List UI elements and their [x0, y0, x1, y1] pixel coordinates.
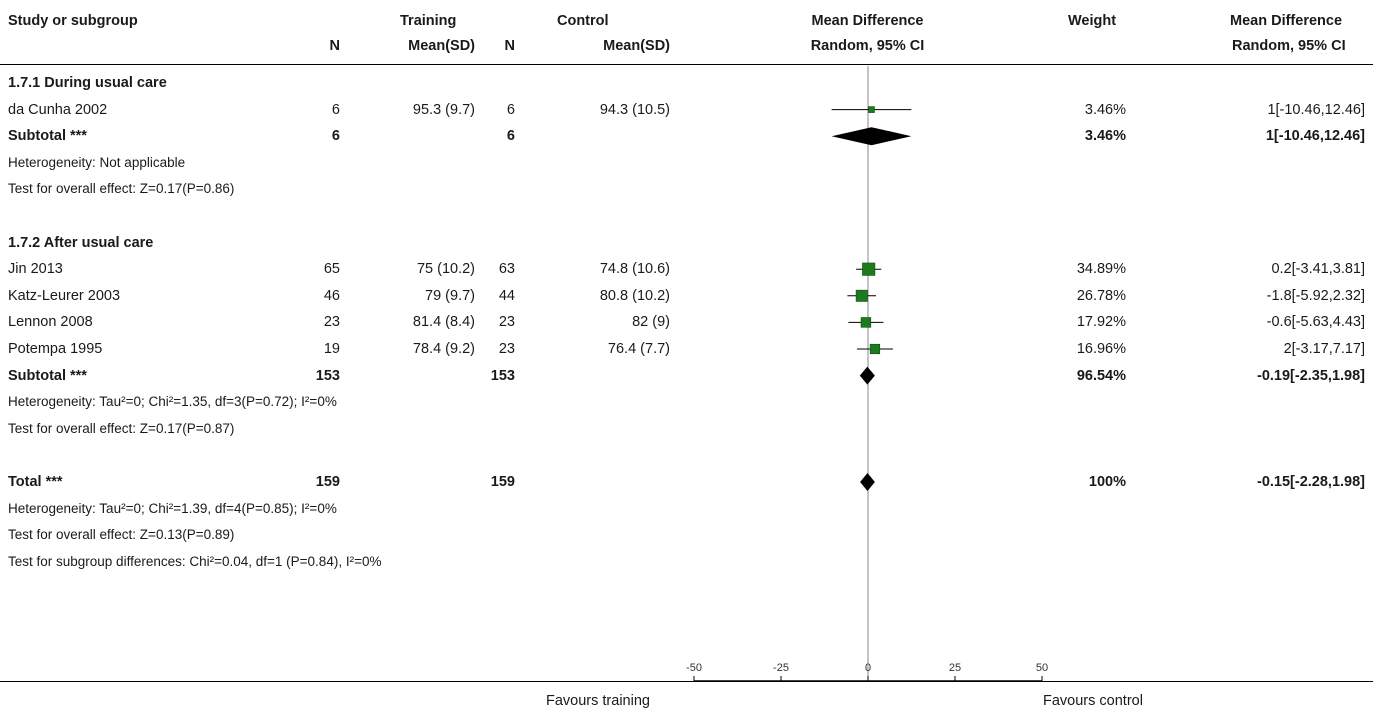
col-header-training-meansd: Mean(SD): [408, 38, 475, 54]
x-tick-label: 50: [1036, 662, 1048, 674]
study-marker: [855, 289, 868, 302]
row-label: Total ***: [8, 474, 63, 490]
pooled-diamond: [859, 366, 875, 385]
weight-value: 34.89%: [1076, 261, 1126, 278]
subgroup-heading: 1.7.1 During usual care: [8, 75, 167, 91]
statistics-note: Test for overall effect: Z=0.17(P=0.87): [8, 420, 235, 436]
training-n: 65: [323, 261, 340, 278]
x-tick-label: 0: [865, 662, 871, 674]
control-n: 23: [498, 314, 515, 331]
col-header-mean-difference: Mean Difference: [811, 13, 924, 29]
row-label: Katz-Leurer 2003: [8, 287, 121, 304]
study-marker: [869, 343, 881, 355]
statistics-note: Heterogeneity: Tau²=0; Chi²=1.35, df=3(P…: [8, 394, 337, 410]
statistics-note: Test for overall effect: Z=0.17(P=0.86): [8, 181, 235, 197]
control-meansd: 80.8 (10.2): [599, 287, 670, 304]
statistics-note: Test for subgroup differences: Chi²=0.04…: [8, 553, 382, 569]
col-header-control-meansd: Mean(SD): [603, 38, 670, 54]
ci-value: 1[-10.46,12.46]: [1265, 128, 1365, 145]
ci-value: 2[-3.17,7.17]: [1283, 341, 1365, 357]
control-meansd: 76.4 (7.7): [607, 341, 670, 357]
header-divider: [0, 64, 1373, 65]
x-tick-label: -25: [773, 662, 789, 674]
training-n: 23: [323, 314, 340, 331]
statistics-note: Heterogeneity: Not applicable: [8, 154, 186, 170]
training-n: 159: [315, 474, 340, 490]
col-header-training-n: N: [329, 38, 340, 54]
weight-value: 3.46%: [1084, 101, 1126, 118]
favours-left-label: Favours training: [546, 693, 650, 709]
training-meansd: 79 (9.7): [425, 287, 475, 304]
training-meansd: 75 (10.2): [416, 261, 475, 278]
weight-value: 96.54%: [1076, 367, 1126, 384]
ci-value: -0.19[-2.35,1.98]: [1256, 367, 1365, 384]
statistics-note: Heterogeneity: Tau²=0; Chi²=1.39, df=4(P…: [8, 500, 337, 516]
study-marker: [862, 262, 876, 276]
pooled-diamond: [860, 473, 875, 491]
weight-value: 17.92%: [1076, 314, 1126, 331]
control-meansd: 82 (9): [632, 314, 670, 331]
weight-value: 3.46%: [1084, 128, 1126, 145]
study-marker: [860, 317, 872, 328]
ci-value: -0.6[-5.63,4.43]: [1266, 314, 1365, 331]
control-n: 159: [490, 474, 515, 490]
subgroup-heading: 1.7.2 After usual care: [8, 234, 154, 251]
training-n: 6: [331, 101, 340, 118]
row-label: Subtotal ***: [8, 128, 87, 145]
control-n: 44: [498, 287, 515, 304]
weight-value: 26.78%: [1076, 287, 1126, 304]
weight-value: 100%: [1088, 474, 1126, 490]
row-label: da Cunha 2002: [8, 101, 108, 118]
col-header-training: Training: [400, 13, 457, 29]
control-n: 6: [506, 101, 515, 118]
x-tick-label: -50: [686, 662, 702, 674]
control-n: 63: [498, 261, 515, 278]
x-tick-label: 25: [949, 662, 961, 674]
control-n: 23: [498, 341, 515, 357]
row-label: Potempa 1995: [8, 341, 103, 357]
training-n: 6: [331, 128, 340, 145]
statistics-note: Test for overall effect: Z=0.13(P=0.89): [8, 527, 235, 543]
col-header-control: Control: [557, 13, 609, 29]
col-header-ci: Random, 95% CI: [810, 38, 925, 54]
favours-right-label: Favours control: [1043, 693, 1143, 709]
training-n: 19: [323, 341, 340, 357]
col-header-control-n: N: [504, 38, 515, 54]
ci-value: -1.8[-5.92,2.32]: [1266, 287, 1365, 304]
ci-value: 1[-10.46,12.46]: [1267, 101, 1365, 118]
ci-value: 0.2[-3.41,3.81]: [1271, 261, 1365, 278]
row-label: Lennon 2008: [8, 314, 93, 331]
ci-value: -0.15[-2.28,1.98]: [1256, 474, 1365, 490]
control-n: 6: [506, 128, 515, 145]
footer-divider: [0, 681, 1373, 682]
row-label: Jin 2013: [8, 261, 63, 278]
training-meansd: 95.3 (9.7): [412, 101, 475, 118]
col-header-ci-right: Random, 95% CI: [1232, 38, 1346, 54]
training-n: 153: [315, 367, 340, 384]
row-label: Subtotal ***: [8, 367, 87, 384]
control-meansd: 94.3 (10.5): [599, 101, 670, 118]
control-n: 153: [490, 367, 515, 384]
pooled-diamond: [831, 127, 912, 146]
col-header-mean-difference-right: Mean Difference: [1230, 13, 1343, 29]
training-meansd: 81.4 (8.4): [412, 314, 475, 331]
study-marker: [868, 106, 875, 113]
col-header-study: Study or subgroup: [8, 13, 138, 29]
training-n: 46: [323, 287, 340, 304]
control-meansd: 74.8 (10.6): [599, 261, 670, 278]
training-meansd: 78.4 (9.2): [412, 341, 475, 357]
weight-value: 16.96%: [1076, 341, 1126, 357]
col-header-weight: Weight: [1068, 13, 1117, 29]
